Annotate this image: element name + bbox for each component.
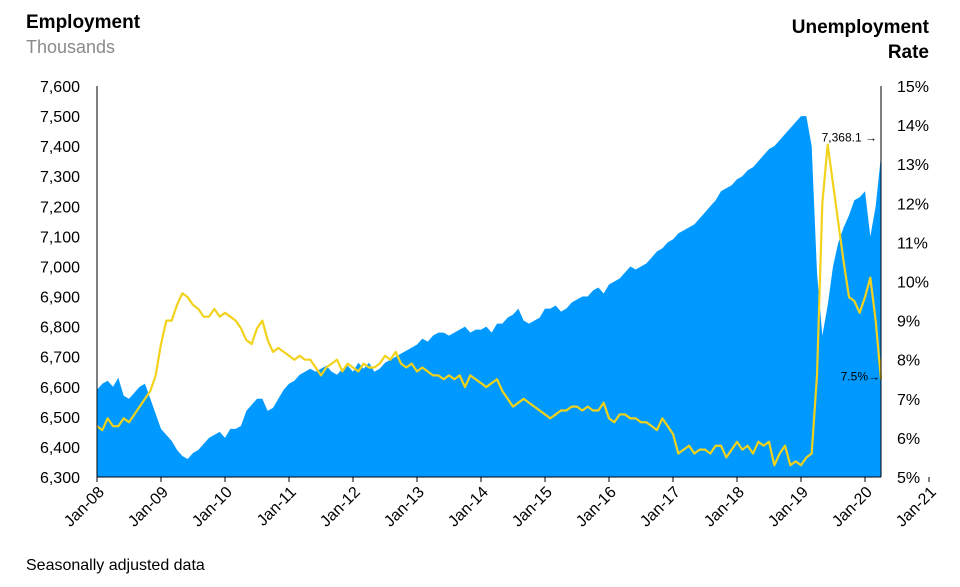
- right-tick-label: 14%: [897, 118, 929, 135]
- x-tick-label: Jan-09: [125, 484, 172, 531]
- x-tick-label: Jan-13: [381, 484, 428, 531]
- left-tick-label: 7,400: [40, 139, 80, 156]
- left-tick-label: 7,600: [40, 79, 80, 96]
- x-tick-label: Jan-15: [509, 484, 556, 531]
- left-tick-label: 6,500: [40, 410, 80, 427]
- left-axis-unit: Thousands: [26, 37, 116, 57]
- left-tick-label: 6,400: [40, 440, 80, 457]
- footnote: Seasonally adjusted data: [26, 557, 205, 574]
- x-tick-label: Jan-10: [189, 484, 236, 531]
- right-tick-label: 13%: [897, 157, 929, 174]
- left-axis-ticks: 6,300 6,400 6,500 6,600 6,700 6,800 6,900 7,000…: [40, 79, 80, 487]
- employment-latest-label: 7,368.1 →: [822, 131, 877, 145]
- x-tick-label: Jan-11: [254, 484, 300, 530]
- x-tick-label: Jan-17: [637, 484, 684, 531]
- x-tick-label: Jan-18: [701, 484, 748, 531]
- right-axis-title-line2: Rate: [887, 42, 929, 63]
- x-tick-label: Jan-16: [573, 484, 620, 531]
- right-tick-label: 6%: [897, 431, 920, 448]
- right-tick-label: 8%: [897, 353, 920, 370]
- right-tick-label: 15%: [897, 79, 929, 96]
- right-tick-label: 11%: [897, 235, 928, 252]
- x-tick-label: Jan-21: [893, 484, 940, 531]
- right-axis-title: Unemployment Rate: [729, 15, 929, 65]
- right-tick-label: 12%: [897, 196, 929, 213]
- right-tick-label: 7%: [897, 392, 920, 409]
- left-tick-label: 6,700: [40, 350, 80, 367]
- left-tick-label: 7,500: [40, 109, 80, 126]
- unemployment-latest-label: 7.5%→: [841, 369, 880, 383]
- left-tick-label: 6,800: [40, 320, 80, 337]
- right-axis-ticks: 5% 6% 7% 8% 9% 10% 11% 12% 13% 14% 15%: [897, 79, 929, 487]
- left-tick-label: 6,600: [40, 380, 80, 397]
- right-tick-label: 9%: [897, 314, 920, 331]
- right-tick-label: 10%: [897, 275, 929, 292]
- x-tick-label: Jan-20: [829, 484, 876, 531]
- right-axis-title-line1: Unemployment: [791, 17, 929, 38]
- employment-area: [97, 116, 881, 477]
- x-tick-label: Jan-19: [765, 484, 812, 531]
- left-tick-label: 7,100: [40, 229, 80, 246]
- annotations: 7,368.1 → 7.5%→: [822, 131, 880, 384]
- left-axis-title: Employment: [26, 12, 141, 33]
- left-tick-label: 7,200: [40, 199, 80, 216]
- x-tick-label: Jan-14: [445, 484, 492, 531]
- x-axis-ticks: Jan-08 Jan-09 Jan-10 Jan-11 Jan-12 Jan-13 Jan-…: [61, 477, 940, 530]
- left-tick-label: 6,300: [40, 470, 80, 487]
- right-tick-label: 5%: [897, 470, 920, 487]
- left-tick-label: 7,300: [40, 169, 80, 186]
- plot-area: [96, 116, 883, 477]
- axes: [96, 86, 882, 478]
- left-tick-label: 7,000: [40, 259, 80, 276]
- left-tick-label: 6,900: [40, 290, 80, 307]
- x-tick-label: Jan-12: [317, 484, 364, 531]
- x-tick-label: Jan-08: [61, 484, 108, 531]
- unemployment-rate-line: [96, 143, 883, 467]
